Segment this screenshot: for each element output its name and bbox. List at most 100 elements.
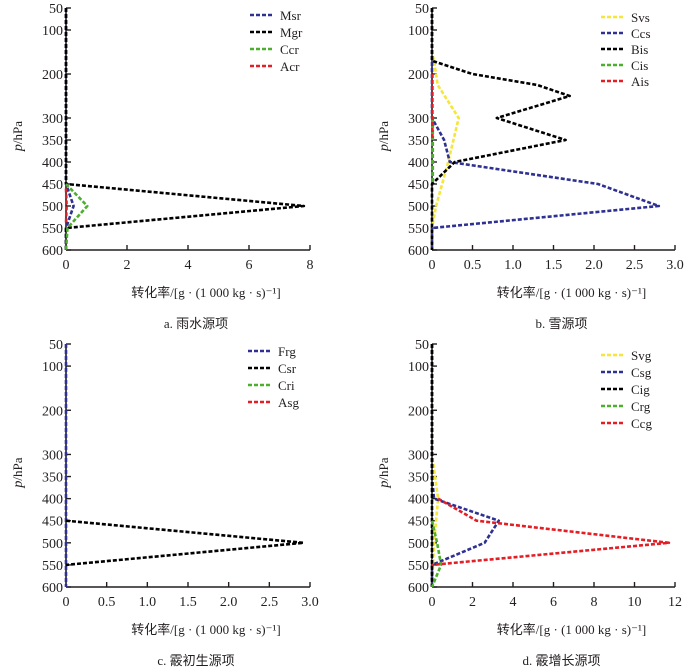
x-tick-label: 1.0 bbox=[504, 258, 522, 273]
x-tick-label: 1.5 bbox=[545, 258, 563, 273]
x-tick-label: 2.0 bbox=[220, 595, 238, 610]
x-tick-label: 4 bbox=[185, 258, 192, 273]
series-line-mgr bbox=[64, 8, 306, 250]
x-tick-label: 0.5 bbox=[98, 595, 116, 610]
y-tick-label: 550 bbox=[42, 559, 63, 574]
y-tick-label: 600 bbox=[408, 244, 429, 259]
series-line-crg bbox=[430, 520, 443, 588]
y-tick-label: 450 bbox=[42, 515, 63, 530]
legend-label-frg: Frg bbox=[278, 344, 296, 359]
series-line-bis bbox=[430, 8, 572, 250]
panel-caption: a. 雨水源项 bbox=[164, 316, 228, 331]
y-tick-label: 550 bbox=[42, 222, 63, 237]
y-tick-label: 100 bbox=[42, 360, 63, 375]
y-tick-label: 200 bbox=[408, 68, 429, 83]
legend-label-ccg: Ccg bbox=[631, 416, 652, 431]
y-tick-label: 300 bbox=[42, 112, 63, 127]
y-tick-label: 350 bbox=[408, 471, 429, 486]
panel-caption: c. 霰初生源项 bbox=[157, 653, 234, 668]
legend-label-cig: Cig bbox=[631, 382, 650, 397]
series-line-ccg bbox=[431, 497, 671, 567]
x-tick-label: 2.0 bbox=[585, 258, 603, 273]
series-line-ccr bbox=[64, 183, 89, 251]
x-axis-title: 转化率/[g · (1 000 kg · s)⁻¹] bbox=[497, 622, 646, 637]
legend-label-ais: Ais bbox=[631, 74, 649, 89]
y-tick-label: 100 bbox=[408, 24, 429, 39]
x-tick-label: 2.5 bbox=[261, 595, 279, 610]
y-tick-label: 500 bbox=[42, 537, 63, 552]
y-tick-label: 600 bbox=[42, 581, 63, 596]
y-tick-label: 600 bbox=[42, 244, 63, 259]
x-tick-label: 3.0 bbox=[666, 258, 684, 273]
y-tick-label: 350 bbox=[408, 134, 429, 149]
legend-label-ccs: Ccs bbox=[631, 26, 651, 41]
y-tick-label: 100 bbox=[42, 24, 63, 39]
series-line-csr bbox=[65, 519, 305, 567]
y-tick-label: 550 bbox=[408, 559, 429, 574]
y-tick-label: 450 bbox=[42, 178, 63, 193]
y-tick-label: 400 bbox=[408, 156, 429, 171]
y-tick-label: 400 bbox=[42, 156, 63, 171]
y-tick-label: 600 bbox=[408, 581, 429, 596]
x-tick-label: 10 bbox=[628, 595, 642, 610]
legend-label-svs: Svs bbox=[631, 10, 650, 25]
y-tick-label: 50 bbox=[49, 338, 63, 353]
x-tick-label: 8 bbox=[307, 258, 314, 273]
y-tick-label: 200 bbox=[408, 404, 429, 419]
y-tick-label: 300 bbox=[42, 448, 63, 463]
y-tick-label: 350 bbox=[42, 134, 63, 149]
x-tick-label: 12 bbox=[668, 595, 682, 610]
x-axis-title: 转化率/[g · (1 000 kg · s)⁻¹] bbox=[497, 285, 646, 300]
y-tick-label: 50 bbox=[415, 338, 429, 353]
x-tick-label: 6 bbox=[550, 595, 557, 610]
y-axis-title: p/hPa bbox=[10, 457, 26, 488]
legend-label-cis: Cis bbox=[631, 58, 648, 73]
x-tick-label: 0 bbox=[63, 258, 70, 273]
y-tick-label: 500 bbox=[42, 200, 63, 215]
y-tick-label: 100 bbox=[408, 360, 429, 375]
legend-label-asg: Asg bbox=[278, 395, 299, 410]
x-tick-label: 8 bbox=[591, 595, 598, 610]
legend: Svg Csg Cig Crg Ccg bbox=[601, 348, 652, 431]
series-line-csg bbox=[430, 344, 501, 587]
y-tick-label: 400 bbox=[408, 493, 429, 508]
x-axis-title: 转化率/[g · (1 000 kg · s)⁻¹] bbox=[131, 622, 280, 637]
y-tick-label: 300 bbox=[408, 112, 429, 127]
legend-label-msr: Msr bbox=[280, 8, 302, 23]
x-tick-label: 1.5 bbox=[179, 595, 197, 610]
x-tick-label: 0 bbox=[429, 595, 436, 610]
y-tick-label: 550 bbox=[408, 222, 429, 237]
y-axis-title: p/hPa bbox=[376, 457, 392, 488]
x-tick-label: 4 bbox=[510, 595, 517, 610]
legend-label-bis: Bis bbox=[631, 42, 648, 57]
legend-label-cri: Cri bbox=[278, 378, 295, 393]
y-tick-label: 300 bbox=[408, 448, 429, 463]
legend-label-acr: Acr bbox=[280, 59, 300, 74]
legend-label-csr: Csr bbox=[278, 361, 297, 376]
series-line-ccs bbox=[430, 8, 661, 250]
x-tick-label: 6 bbox=[246, 258, 253, 273]
x-tick-label: 0 bbox=[63, 595, 70, 610]
panel-caption: b. 雪源项 bbox=[535, 316, 587, 331]
x-axis-title: 转化率/[g · (1 000 kg · s)⁻¹] bbox=[131, 285, 280, 300]
legend-label-ccr: Ccr bbox=[280, 42, 299, 57]
y-axis-title: p/hPa bbox=[376, 121, 392, 152]
legend-label-svg: Svg bbox=[631, 348, 652, 363]
y-tick-label: 350 bbox=[42, 471, 63, 486]
panel-caption: d. 霰增长源项 bbox=[522, 653, 600, 668]
y-tick-label: 50 bbox=[415, 2, 429, 17]
legend-label-csg: Csg bbox=[631, 365, 652, 380]
y-tick-label: 400 bbox=[42, 493, 63, 508]
y-tick-label: 450 bbox=[408, 515, 429, 530]
y-tick-label: 500 bbox=[408, 537, 429, 552]
x-tick-label: 1.0 bbox=[139, 595, 157, 610]
x-tick-label: 0 bbox=[429, 258, 436, 273]
x-tick-label: 3.0 bbox=[301, 595, 319, 610]
y-axis-title: p/hPa bbox=[10, 121, 26, 152]
